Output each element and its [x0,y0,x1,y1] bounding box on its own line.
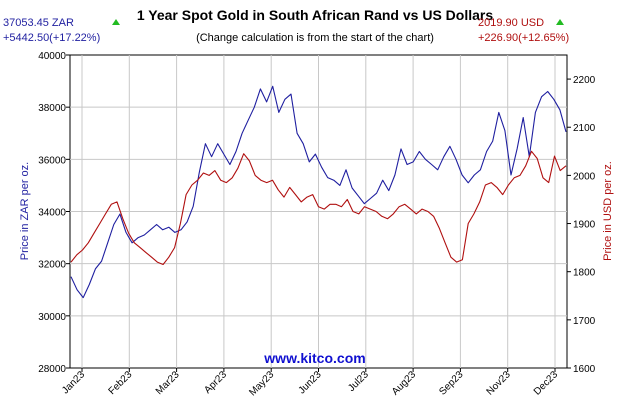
chart-subtitle: (Change calculation is from the start of… [196,32,434,44]
right-tick-label: 1700 [573,316,596,327]
left-tick-label: 34000 [38,208,66,219]
x-tick-label: Jul23 [346,369,371,394]
x-axis-ticks: Jan23 Feb23 Mar23 Apr23 May23 Jun23 Jul23 Aug23… [60,368,560,398]
left-axis-ticks: 28000 30000 32000 34000 36000 38000 40000 [38,51,70,375]
zar-price-label: 37053.45 ZAR [3,17,74,29]
right-tick-label: 1600 [573,364,596,375]
x-tick-label: Apr23 [202,369,229,396]
left-tick-label: 38000 [38,103,66,114]
right-tick-label: 2200 [573,75,596,86]
x-tick-label: Aug23 [390,369,419,398]
grid-lines [70,55,567,368]
right-tick-label: 1800 [573,268,596,279]
left-axis-label: Price in ZAR per oz. [19,162,31,260]
usd-up-arrow-icon [556,19,564,25]
watermark-text: www.kitco.com [263,350,365,366]
x-tick-label: Dec23 [532,369,561,398]
x-tick-label: Jun23 [297,369,324,396]
left-tick-label: 36000 [38,155,66,166]
left-tick-label: 30000 [38,312,66,323]
chart-title: 1 Year Spot Gold in South African Rand v… [137,7,494,23]
x-tick-label: Mar23 [154,369,182,397]
usd-price-label: 2019.90 USD [478,17,544,29]
right-tick-label: 2000 [573,171,596,182]
right-axis-label: Price in USD per oz. [602,161,614,261]
right-axis-ticks: 1600 1700 1800 1900 2000 2100 2200 [567,75,596,375]
left-tick-label: 40000 [38,51,66,62]
left-tick-label: 32000 [38,260,66,271]
series-line-usd [70,150,567,266]
usd-change-label: +226.90(+12.65%) [478,32,569,44]
left-tick-label: 28000 [38,364,66,375]
series-line-zar [70,85,567,299]
zar-change-label: +5442.50(+17.22%) [3,32,100,44]
x-tick-label: Sep23 [437,369,466,398]
x-tick-label: May23 [247,369,276,398]
right-tick-label: 2100 [573,123,596,134]
right-tick-label: 1900 [573,220,596,231]
series-layer [70,85,567,299]
x-tick-label: Feb23 [107,369,135,397]
zar-up-arrow-icon [112,19,120,25]
x-tick-label: Nov23 [485,369,514,398]
